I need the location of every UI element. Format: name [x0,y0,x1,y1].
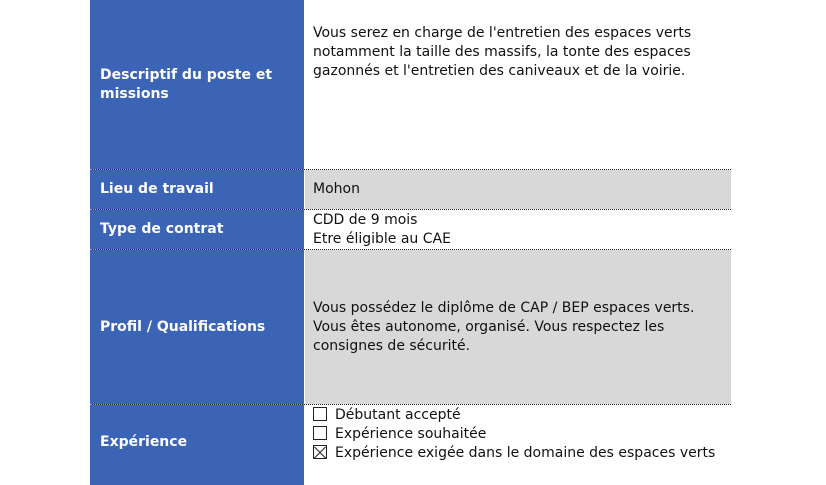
option-exigee[interactable]: Expérience exigée dans le domaine des es… [313,444,723,463]
row-workplace: Lieu de travail Mohon [90,170,731,209]
row-experience: Expérience Débutant accepté Expérience s… [90,405,731,485]
contract-line: Etre éligible au CAE [313,230,451,247]
option-label: Débutant accepté [335,407,461,423]
option-souhaitee[interactable]: Expérience souhaitée [313,425,723,444]
checked-checkbox-icon[interactable] [313,445,327,459]
row-contract: Type de contrat CDD de 9 mois Etre éligi… [90,210,731,249]
row-label: Expérience [90,405,304,485]
row-value: CDD de 9 mois Etre éligible au CAE [305,210,731,249]
checkbox-icon[interactable] [313,407,327,421]
divider [90,209,731,210]
row-profile: Profil / Qualifications Vous possédez le… [90,250,731,404]
row-value: Vous possédez le diplôme de CAP / BEP es… [305,250,731,404]
option-debutant[interactable]: Débutant accepté [313,406,723,425]
row-label: Type de contrat [90,210,304,249]
row-label: Lieu de travail [90,170,304,209]
profile-text: Vous possédez le diplôme de CAP / BEP es… [313,299,695,354]
divider [90,169,731,170]
row-description: Descriptif du poste et missions Vous ser… [90,0,731,169]
option-label: Expérience exigée dans le domaine des es… [335,445,716,461]
row-label: Descriptif du poste et missions [90,0,304,169]
workplace-text: Mohon [313,181,360,197]
contract-line: CDD de 9 mois [313,211,418,228]
description-text: Vous serez en charge de l'entretien des … [313,25,692,79]
divider [90,249,731,250]
row-label: Profil / Qualifications [90,250,304,404]
row-value: Débutant accepté Expérience souhaitée Ex… [305,405,731,485]
row-value: Vous serez en charge de l'entretien des … [305,0,731,169]
row-value: Mohon [305,170,731,209]
checkbox-icon[interactable] [313,426,327,440]
option-label: Expérience souhaitée [335,426,487,442]
divider [90,404,731,405]
